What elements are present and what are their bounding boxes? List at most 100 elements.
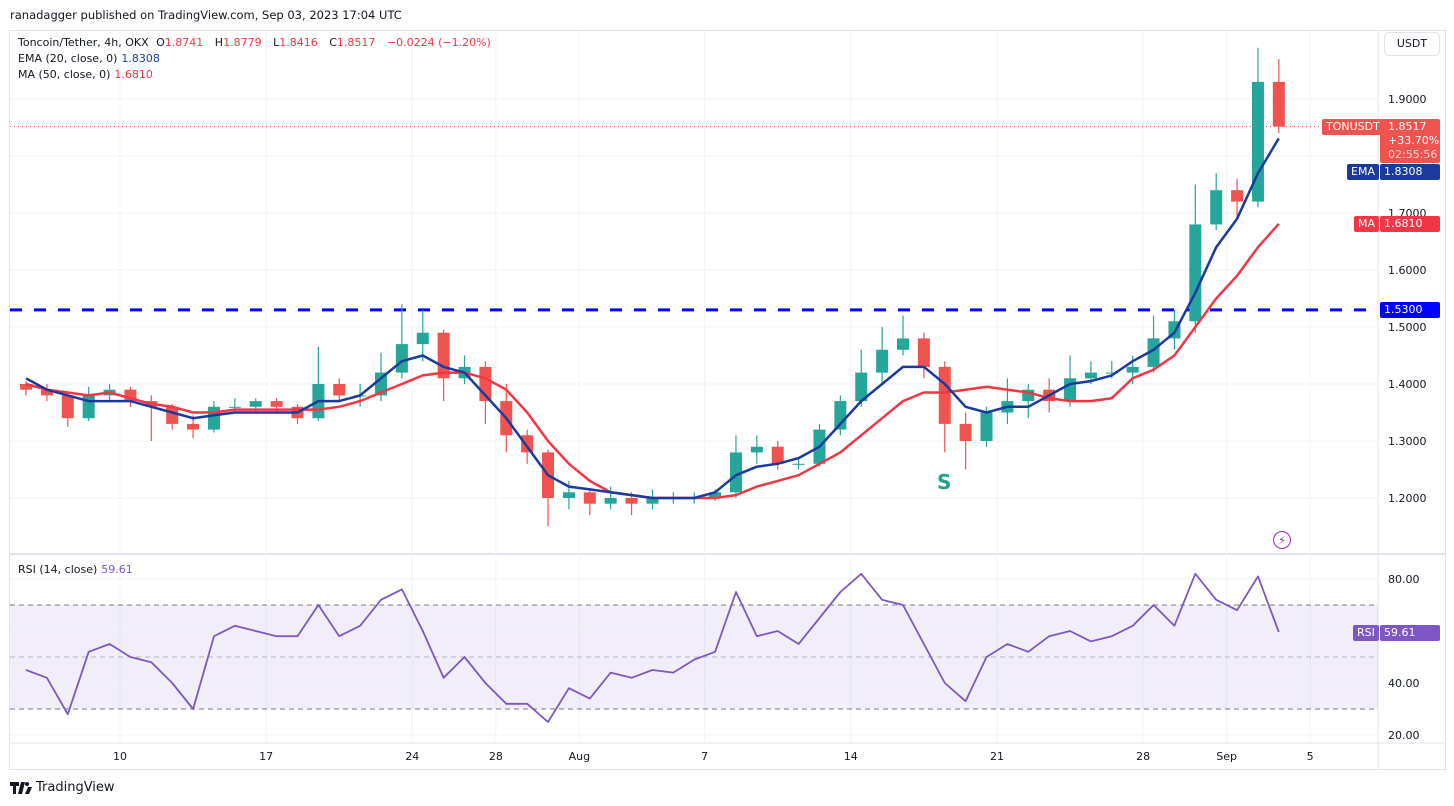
candle-body — [40, 389, 53, 396]
candle — [1210, 173, 1223, 231]
time-axis-label: 28 — [489, 750, 503, 763]
candle-body — [980, 412, 993, 441]
candle-body — [1251, 81, 1264, 202]
level-axis-value: 1.5300 — [1380, 302, 1440, 318]
close-label: C — [329, 36, 337, 49]
time-axis-label: Sep — [1216, 750, 1237, 763]
price-axis-label: 1.4000 — [1388, 378, 1427, 391]
time-axis-label: 28 — [1136, 750, 1150, 763]
candle — [1272, 59, 1285, 134]
bar-countdown: 02:55:56 — [1388, 148, 1438, 161]
candles — [20, 47, 1285, 527]
time-axis-label: 21 — [990, 750, 1004, 763]
candle — [1022, 384, 1035, 419]
candle-body — [876, 349, 889, 373]
rsi-line — [25, 572, 1280, 723]
lightning-icon[interactable]: ⚡ — [1273, 531, 1291, 549]
candle-body — [333, 384, 346, 396]
price-axis-label: 1.3000 — [1388, 435, 1427, 448]
low-label: L — [273, 36, 280, 49]
candle-body — [1105, 372, 1118, 374]
candle — [333, 378, 346, 402]
candle-body — [1084, 372, 1097, 379]
time-axis-label: 14 — [844, 750, 858, 763]
candle — [1147, 315, 1160, 373]
time-axis-label: 7 — [701, 750, 708, 763]
ma-legend[interactable]: MA (50, close, 0) 1.6810 — [18, 68, 157, 81]
time-axis-label: 17 — [259, 750, 273, 763]
ema-label: EMA (20, close, 0) — [18, 52, 118, 65]
candle-body — [1231, 190, 1244, 202]
currency-unit-button[interactable]: USDT — [1384, 32, 1440, 56]
candle — [20, 381, 33, 396]
price-axis-label: 1.6000 — [1388, 264, 1427, 277]
candle — [124, 386, 137, 407]
rsi-axis-tag: RSI — [1353, 625, 1379, 641]
candle — [876, 327, 889, 384]
candle-body — [855, 372, 868, 402]
rsi-axis-value: 59.61 — [1380, 625, 1440, 641]
support-annotation: S — [937, 470, 952, 494]
symbol-price-tag: TONUSDT — [1322, 119, 1384, 135]
candle-body — [61, 395, 74, 419]
close-value: 1.8517 — [336, 36, 376, 49]
candle — [416, 309, 429, 362]
time-axis-label: 24 — [405, 750, 419, 763]
price-axis-label: 1.5000 — [1388, 321, 1427, 334]
candle-body — [187, 423, 200, 430]
rsi-axis-label: 80.00 — [1388, 573, 1420, 586]
candle-body — [1126, 366, 1139, 373]
candle-body — [897, 338, 909, 350]
tradingview-logo[interactable]: TradingView — [10, 780, 115, 795]
candle-body — [1210, 190, 1223, 225]
low-value: 1.8416 — [279, 36, 318, 49]
ema-legend[interactable]: EMA (20, close, 0) 1.8308 — [18, 52, 164, 65]
ema-value: 1.8308 — [121, 52, 160, 65]
candle — [792, 458, 805, 470]
high-value: 1.8779 — [223, 36, 262, 49]
rsi-label: RSI (14, close) — [18, 563, 98, 576]
candle — [855, 349, 868, 407]
ema-axis-tag: EMA — [1347, 164, 1379, 180]
rsi-axis-label: 40.00 — [1388, 677, 1420, 690]
candle-body — [750, 446, 763, 453]
open-label: O — [156, 36, 165, 49]
candle-body — [959, 423, 972, 441]
ma-label: MA (50, close, 0) — [18, 68, 111, 81]
price-axis-label: 1.9000 — [1388, 93, 1427, 106]
ema20-line — [25, 137, 1280, 500]
rsi-value: 59.61 — [101, 563, 133, 576]
candle-body — [416, 332, 429, 345]
candle-body — [792, 463, 805, 465]
last-price: 1.8517 — [1388, 120, 1427, 133]
candle-body — [583, 492, 596, 504]
logo-text: TradingView — [36, 780, 115, 795]
candle — [897, 315, 909, 356]
symbol-legend: Toncoin/Tether, 4h, OKX O1.8741 H1.8779 … — [18, 36, 495, 49]
candle-body — [646, 498, 659, 504]
candle-body — [917, 338, 930, 367]
change-value: −0.0224 (−1.20%) — [386, 36, 491, 49]
time-axis-label: Aug — [569, 750, 590, 763]
candle-body — [604, 498, 617, 504]
last-change: +33.70% — [1388, 134, 1440, 147]
candle — [917, 332, 930, 379]
rsi-legend[interactable]: RSI (14, close) 59.61 — [18, 563, 137, 576]
candle — [583, 489, 596, 516]
last-price-box: 1.8517 +33.70% 02:55:56 — [1380, 119, 1440, 163]
candle-body — [270, 401, 283, 407]
ma-value: 1.6810 — [114, 68, 153, 81]
rsi-axis-label: 20.00 — [1388, 729, 1420, 742]
symbol-name[interactable]: Toncoin/Tether, 4h, OKX — [18, 36, 149, 49]
candle — [1251, 47, 1264, 208]
candle-body — [1147, 338, 1160, 367]
ema-axis-value: 1.8308 — [1380, 164, 1440, 180]
candle — [750, 435, 763, 464]
candle-body — [20, 384, 33, 390]
candle — [395, 304, 408, 379]
high-label: H — [214, 36, 224, 49]
candle-body — [1272, 81, 1285, 127]
candle — [646, 489, 659, 510]
candle-body — [709, 492, 722, 498]
